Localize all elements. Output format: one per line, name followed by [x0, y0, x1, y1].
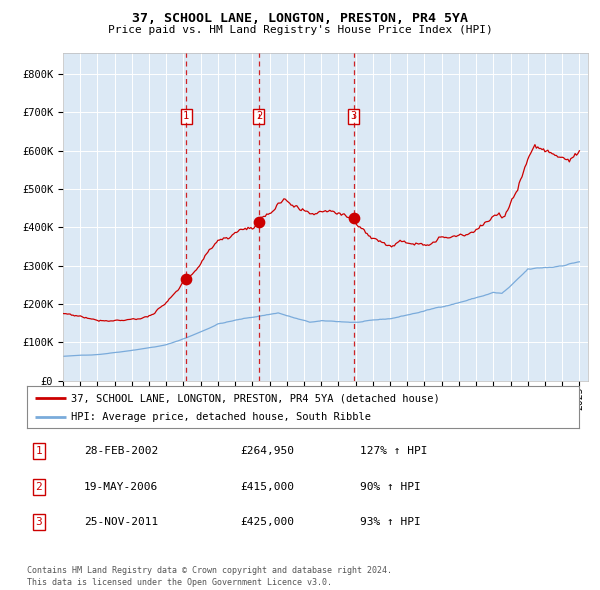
- Text: £415,000: £415,000: [240, 482, 294, 491]
- Text: 2: 2: [35, 482, 43, 491]
- Text: HPI: Average price, detached house, South Ribble: HPI: Average price, detached house, Sout…: [71, 412, 371, 422]
- Text: Price paid vs. HM Land Registry's House Price Index (HPI): Price paid vs. HM Land Registry's House …: [107, 25, 493, 35]
- Text: 3: 3: [35, 517, 43, 527]
- Point: [181, 274, 191, 284]
- Text: 37, SCHOOL LANE, LONGTON, PRESTON, PR4 5YA: 37, SCHOOL LANE, LONGTON, PRESTON, PR4 5…: [132, 12, 468, 25]
- Text: 1: 1: [35, 447, 43, 456]
- Point: [349, 213, 359, 222]
- Text: 90% ↑ HPI: 90% ↑ HPI: [360, 482, 421, 491]
- Text: 37, SCHOOL LANE, LONGTON, PRESTON, PR4 5YA (detached house): 37, SCHOOL LANE, LONGTON, PRESTON, PR4 5…: [71, 393, 440, 403]
- Text: 2: 2: [256, 112, 262, 122]
- Point: [254, 217, 263, 227]
- Text: 1: 1: [183, 112, 190, 122]
- Text: 127% ↑ HPI: 127% ↑ HPI: [360, 447, 427, 456]
- Text: £264,950: £264,950: [240, 447, 294, 456]
- Text: £425,000: £425,000: [240, 517, 294, 527]
- Text: Contains HM Land Registry data © Crown copyright and database right 2024.
This d: Contains HM Land Registry data © Crown c…: [27, 566, 392, 587]
- Text: 19-MAY-2006: 19-MAY-2006: [84, 482, 158, 491]
- Text: 25-NOV-2011: 25-NOV-2011: [84, 517, 158, 527]
- Text: 28-FEB-2002: 28-FEB-2002: [84, 447, 158, 456]
- Text: 3: 3: [351, 112, 357, 122]
- Text: 93% ↑ HPI: 93% ↑ HPI: [360, 517, 421, 527]
